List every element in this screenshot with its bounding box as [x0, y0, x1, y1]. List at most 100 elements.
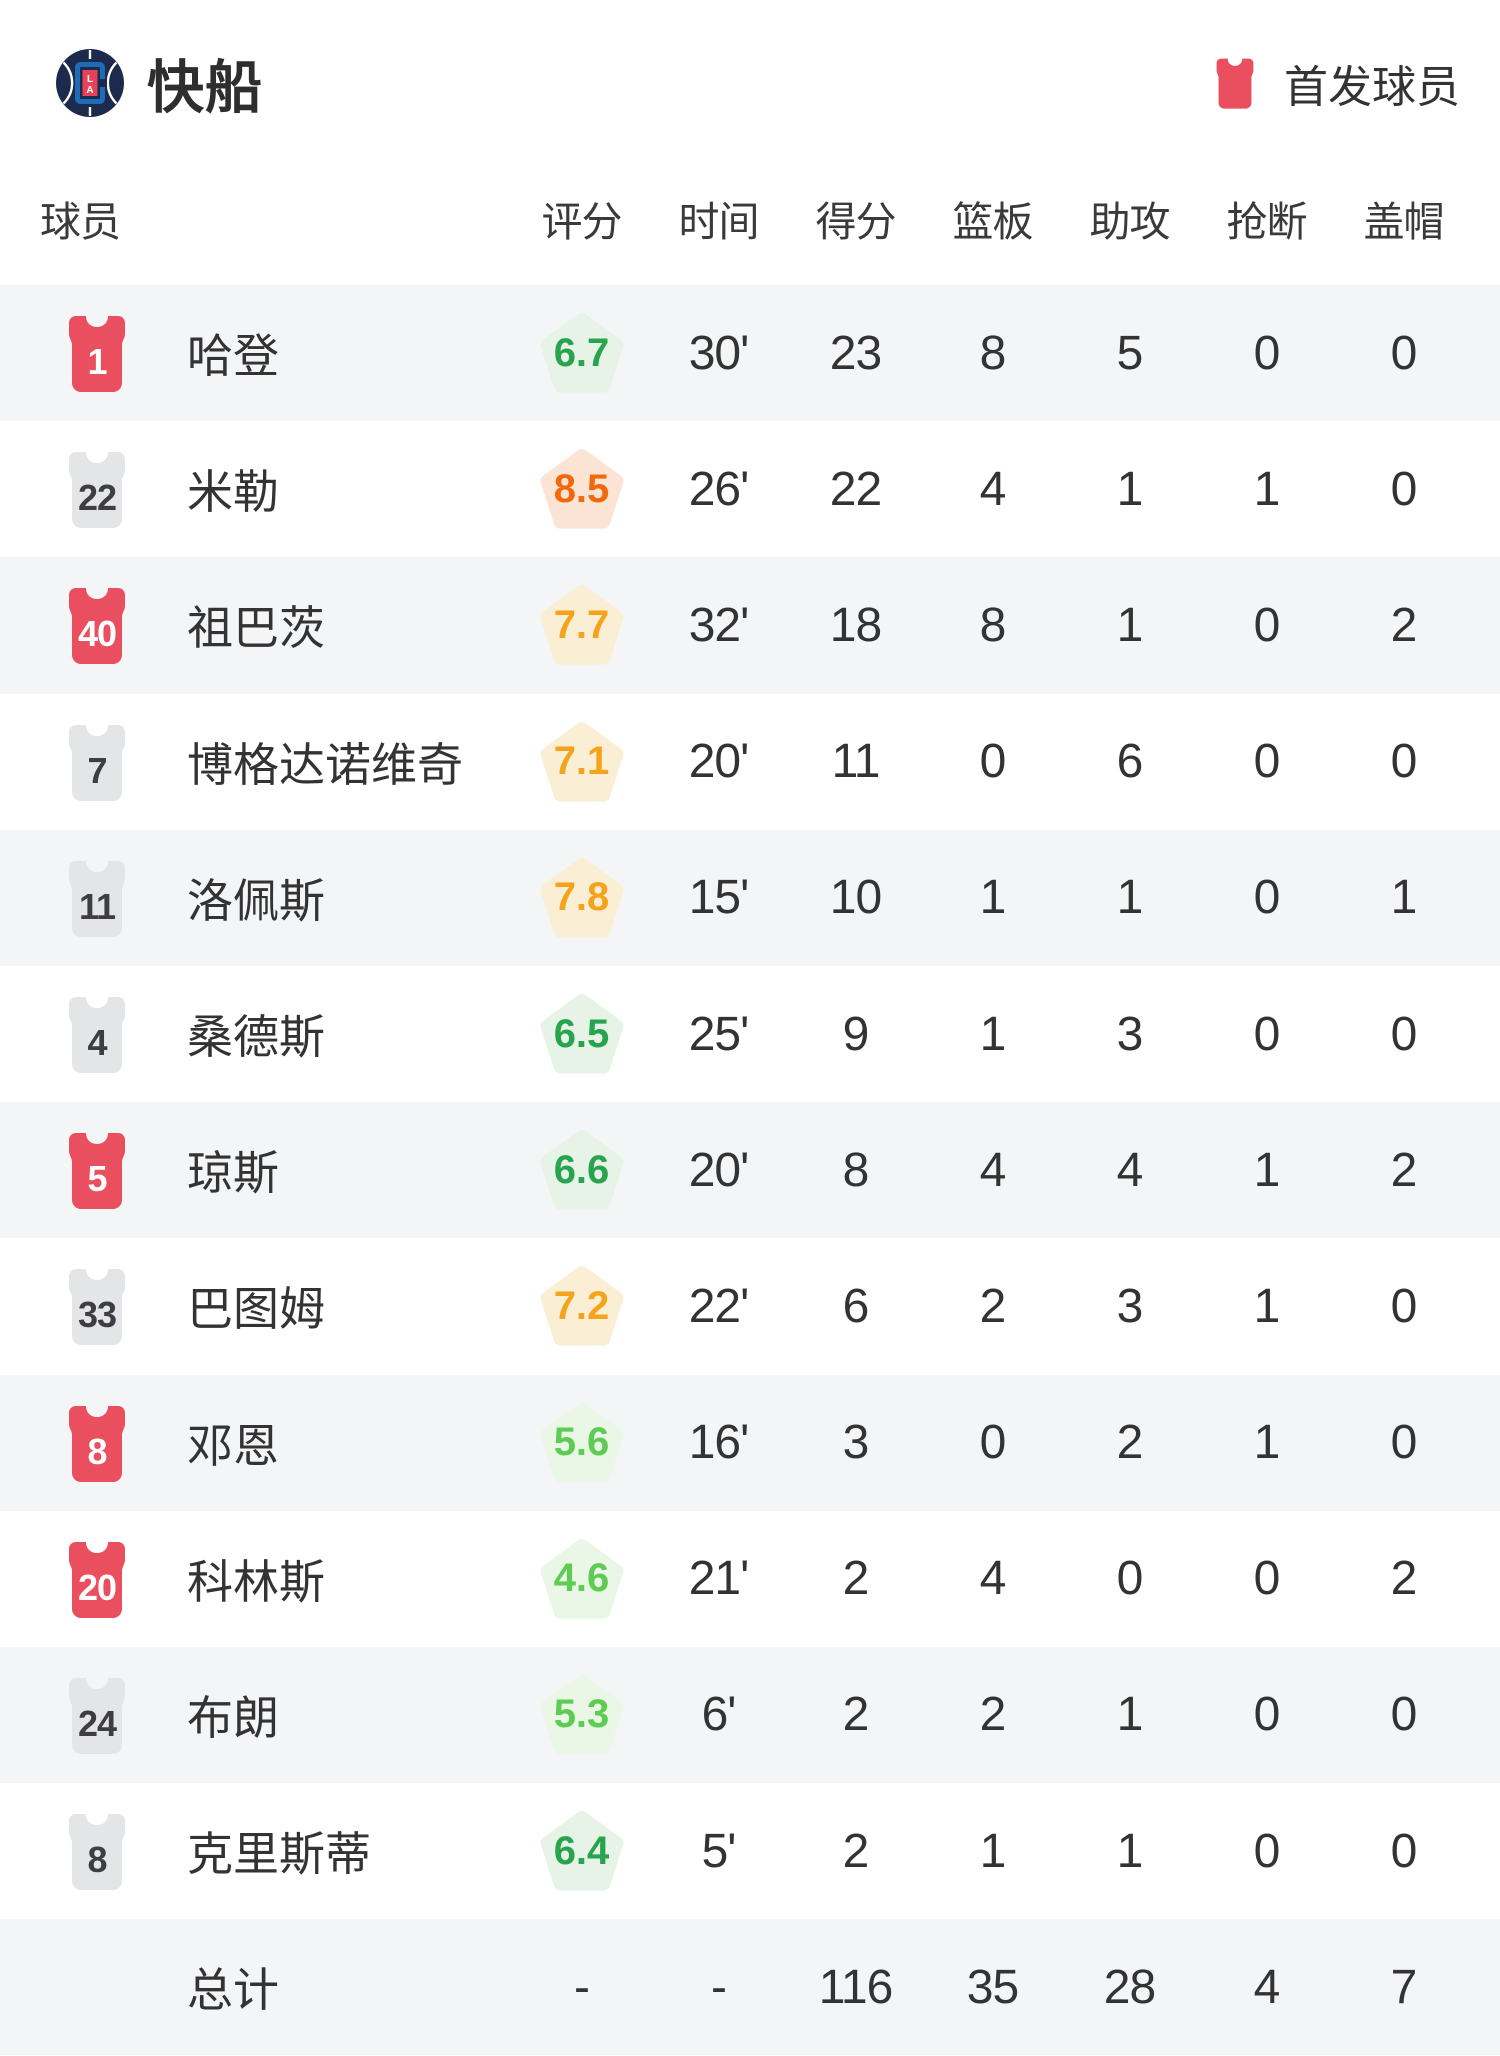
- rating-cell: 6.4: [513, 1811, 650, 1891]
- steals-value: 0: [1253, 1552, 1281, 1606]
- rating-value: 8.5: [553, 466, 610, 511]
- col-assists: 助攻: [1089, 198, 1171, 245]
- rating-cell: 7.8: [513, 857, 650, 938]
- rebounds-value: 4: [979, 462, 1007, 516]
- jersey-icon: 24: [62, 1676, 132, 1754]
- table-row[interactable]: 20 科林斯 4.6 21' 2 4 0 0 2: [0, 1511, 1500, 1647]
- jersey-number: 22: [77, 477, 117, 519]
- rebounds-value: 1: [979, 1007, 1007, 1061]
- col-points: 得分: [815, 198, 897, 245]
- rating-cell: 7.2: [513, 1266, 650, 1347]
- table-row[interactable]: 11 洛佩斯 7.8 15' 10 1 1 0 1: [0, 829, 1500, 966]
- rebounds-value: 1: [979, 1824, 1007, 1878]
- rating-value: 4.6: [553, 1556, 610, 1601]
- table-row[interactable]: 4 桑德斯 6.5 25' 9 1 3 0 0: [0, 966, 1500, 1102]
- rating-cell: 8.5: [513, 449, 650, 529]
- points-value: 23: [829, 326, 882, 380]
- rating-value: 7.1: [553, 739, 610, 784]
- points-value: 3: [842, 1416, 870, 1470]
- table-row[interactable]: 1 哈登 6.7 30' 23 8 5 0 0: [0, 285, 1500, 422]
- rating-badge: 7.2: [540, 1266, 624, 1347]
- rating-value: 6.5: [553, 1011, 610, 1056]
- player-cell: 7 博格达诺维奇: [0, 723, 513, 801]
- jersey-number: 8: [87, 1839, 107, 1881]
- rating-value: 6.7: [553, 330, 610, 375]
- jersey-icon: 8: [62, 1404, 132, 1482]
- jersey-number: 1: [87, 341, 107, 383]
- points-value: 2: [842, 1688, 870, 1742]
- blocks-value: 2: [1390, 1552, 1418, 1606]
- rebounds-value: 8: [979, 326, 1007, 380]
- table-row[interactable]: 5 琼斯 6.6 20' 8 4 4 1 2: [0, 1102, 1500, 1239]
- jersey-number: 24: [77, 1702, 117, 1744]
- jersey-icon: 7: [62, 723, 132, 801]
- steals-value: 0: [1253, 1824, 1281, 1878]
- total-time: -: [711, 1960, 727, 2014]
- rating-badge: 6.6: [540, 1130, 624, 1210]
- jersey-number: 33: [77, 1294, 117, 1336]
- rating-badge: 7.7: [540, 585, 624, 666]
- rating-cell: 4.6: [513, 1538, 650, 1619]
- rating-value: 7.8: [553, 875, 610, 920]
- rating-value: 7.7: [553, 602, 610, 647]
- col-rating: 评分: [541, 198, 623, 245]
- total-rating: -: [574, 1960, 590, 2014]
- starter-legend-label: 首发球员: [1284, 63, 1460, 112]
- time-value: 21': [688, 1552, 750, 1606]
- rating-value: 5.3: [553, 1692, 610, 1737]
- table-row[interactable]: 22 米勒 8.5 26' 22 4 1 1 0: [0, 421, 1500, 557]
- assists-value: 2: [1116, 1416, 1144, 1470]
- rating-badge: 7.8: [540, 857, 624, 938]
- time-value: 5': [701, 1824, 737, 1878]
- player-cell: 4 桑德斯: [0, 995, 513, 1074]
- total-row: 总计 - - 116 35 28 4 7: [0, 1919, 1500, 2056]
- team-header: L A 快船 首发球员: [0, 0, 1500, 150]
- rating-badge: 5.3: [540, 1674, 624, 1755]
- table-row[interactable]: 33 巴图姆 7.2 22' 6 2 3 1 0: [0, 1238, 1500, 1374]
- rating-cell: 6.5: [513, 994, 650, 1074]
- total-rebounds: 35: [966, 1960, 1019, 2014]
- steals-value: 1: [1253, 1279, 1281, 1333]
- blocks-value: 0: [1390, 462, 1418, 516]
- time-value: 22': [688, 1279, 750, 1333]
- jersey-number: 7: [87, 749, 107, 791]
- blocks-value: 0: [1390, 1688, 1418, 1742]
- total-points: 116: [818, 1960, 894, 2014]
- table-row[interactable]: 24 布朗 5.3 6' 2 2 1 0 0: [0, 1646, 1500, 1784]
- rebounds-value: 2: [979, 1279, 1007, 1333]
- col-rebounds: 篮板: [952, 198, 1034, 245]
- jersey-icon: 22: [62, 450, 132, 529]
- jersey-icon: 33: [62, 1267, 132, 1346]
- rating-cell: 7.7: [513, 585, 650, 666]
- points-value: 2: [842, 1552, 870, 1606]
- player-cell: 8 邓恩: [0, 1404, 513, 1482]
- rating-cell: 7.1: [513, 721, 650, 802]
- points-value: 18: [829, 598, 882, 652]
- assists-value: 1: [1116, 462, 1144, 516]
- player-name: 克里斯蒂: [187, 1828, 371, 1881]
- table-row[interactable]: 8 克里斯蒂 6.4 5' 2 1 1 0 0: [0, 1783, 1500, 1919]
- table-row[interactable]: 7 博格达诺维奇 7.1 20' 11 0 6 0 0: [0, 694, 1500, 830]
- steals-value: 1: [1253, 462, 1281, 516]
- rebounds-value: 0: [979, 1416, 1007, 1470]
- total-assists: 28: [1103, 1960, 1156, 2014]
- clippers-logo-icon: L A: [55, 48, 125, 118]
- jersey-number: 11: [78, 885, 116, 927]
- player-name: 科林斯: [187, 1555, 325, 1608]
- table-row[interactable]: 40 祖巴茨 7.7 32' 18 8 1 0 2: [0, 557, 1500, 694]
- rating-badge: 7.1: [540, 721, 624, 802]
- logo-monogram-bottom: A: [86, 85, 93, 96]
- table-row[interactable]: 8 邓恩 5.6 16' 3 0 2 1 0: [0, 1374, 1500, 1511]
- rating-badge: 6.5: [540, 994, 624, 1074]
- player-cell: 20 科林斯: [0, 1540, 513, 1618]
- rating-cell: 6.7: [513, 313, 650, 393]
- points-value: 22: [829, 462, 882, 516]
- rating-badge: 6.7: [540, 313, 624, 393]
- jersey-number: 40: [77, 613, 117, 655]
- player-name: 琼斯: [187, 1147, 279, 1200]
- player-name: 博格达诺维奇: [187, 738, 463, 791]
- jersey-number: 5: [87, 1158, 107, 1200]
- rating-badge: 8.5: [540, 449, 624, 529]
- blocks-value: 0: [1390, 326, 1418, 380]
- jersey-icon: 40: [62, 586, 132, 665]
